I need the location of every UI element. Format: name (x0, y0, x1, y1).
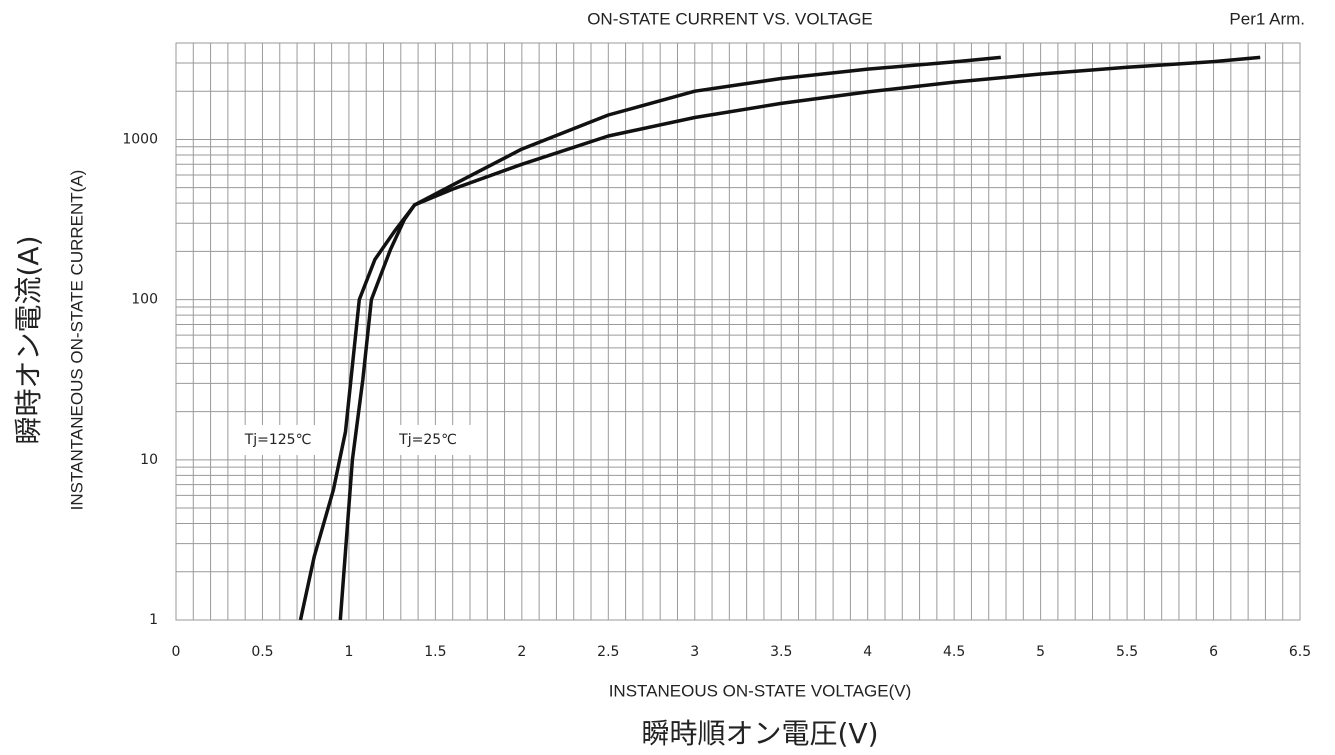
y-axis-label-jp: 瞬時オン電流(A) (12, 235, 45, 444)
x-tick-label: 1 (344, 644, 353, 660)
x-tick-label: 2.5 (597, 644, 619, 660)
x-tick-label: 0 (172, 644, 181, 660)
annotation-box (385, 425, 471, 455)
x-tick-label: 1.5 (424, 644, 446, 660)
x-axis-label-jp: 瞬時順オン電圧(V) (641, 717, 878, 750)
x-tick-label: 2 (517, 644, 526, 660)
chart-title: ON-STATE CURRENT VS. VOLTAGE (587, 9, 873, 28)
x-tick-label: 4.5 (943, 644, 965, 660)
chart-subtitle: Per1 Arm. (1229, 9, 1305, 28)
x-tick-label: 4 (863, 644, 872, 660)
series-line (338, 55, 1001, 621)
x-tick-label: 3 (690, 644, 699, 660)
y-tick-label: 10 (140, 452, 158, 468)
x-tick-label: 3.5 (770, 644, 792, 660)
y-tick-label: 100 (131, 292, 158, 308)
series-label: Tj=125℃ (244, 432, 312, 448)
x-tick-label: 6 (1209, 644, 1218, 660)
series-line (298, 55, 1261, 621)
x-tick-label: 5.5 (1116, 644, 1138, 660)
x-tick-label: 6.5 (1289, 644, 1311, 660)
x-tick-label: 5 (1036, 644, 1045, 660)
y-tick-label: 1000 (122, 131, 158, 147)
annotation-box (232, 425, 324, 455)
y-tick-label: 1 (149, 612, 158, 628)
x-axis-label: INSTANEOUS ON-STATE VOLTAGE(V) (609, 681, 912, 700)
x-tick-label: 0.5 (251, 644, 273, 660)
plot-frame (175, 42, 1301, 621)
series-label: Tj=25℃ (398, 432, 457, 448)
y-axis-label: INSTANTANEOUS ON-STATE CURRENT(A) (67, 170, 86, 511)
